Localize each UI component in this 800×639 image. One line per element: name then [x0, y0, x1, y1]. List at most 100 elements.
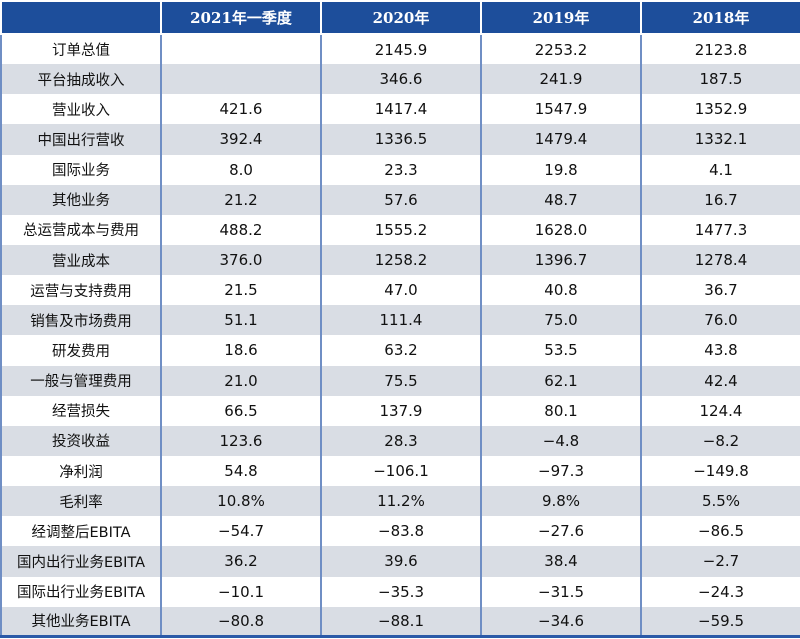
value-cell: −35.3 — [320, 576, 482, 607]
table-row: 营业收入 421.6 1417.4 1547.9 1352.9 — [0, 94, 800, 125]
value-cell: 8.0 — [160, 154, 322, 185]
value-cell: 23.3 — [320, 154, 482, 185]
value-cell — [160, 64, 322, 95]
table-row: 平台抽成收入 346.6 241.9 187.5 — [0, 64, 800, 95]
value-cell: −31.5 — [480, 576, 642, 607]
table-row: 国际出行业务EBITA −10.1 −35.3 −31.5 −24.3 — [0, 576, 800, 607]
value-cell: 1479.4 — [480, 124, 642, 155]
header-cell-2020: 2020年 — [320, 0, 482, 35]
value-cell: 62.1 — [480, 365, 642, 396]
value-cell: 1352.9 — [640, 94, 800, 125]
table-row: 经营损失 66.5 137.9 80.1 124.4 — [0, 395, 800, 426]
value-cell: −2.7 — [640, 546, 800, 577]
value-cell: 76.0 — [640, 305, 800, 336]
header-row: 2021年一季度 2020年 2019年 2018年 — [0, 0, 800, 35]
value-cell: 10.8% — [160, 486, 322, 517]
table-row: 一般与管理费用 21.0 75.5 62.1 42.4 — [0, 365, 800, 396]
value-cell: −24.3 — [640, 576, 800, 607]
value-cell: 2253.2 — [480, 34, 642, 65]
value-cell: 1336.5 — [320, 124, 482, 155]
value-cell: 2123.8 — [640, 34, 800, 65]
table-row: 研发费用 18.6 63.2 53.5 43.8 — [0, 335, 800, 366]
row-label: 国际业务 — [0, 154, 162, 185]
value-cell: 19.8 — [480, 154, 642, 185]
value-cell: 57.6 — [320, 184, 482, 215]
row-label: 运营与支持费用 — [0, 275, 162, 306]
value-cell: 137.9 — [320, 395, 482, 426]
table-row: 其他业务EBITA −80.8 −88.1 −34.6 −59.5 — [0, 606, 800, 639]
value-cell: 1417.4 — [320, 94, 482, 125]
value-cell: 1555.2 — [320, 214, 482, 245]
value-cell: 124.4 — [640, 395, 800, 426]
value-cell: −86.5 — [640, 516, 800, 547]
value-cell: 1332.1 — [640, 124, 800, 155]
row-label: 毛利率 — [0, 486, 162, 517]
value-cell: 488.2 — [160, 214, 322, 245]
value-cell: 36.2 — [160, 546, 322, 577]
value-cell: 2145.9 — [320, 34, 482, 65]
value-cell: −10.1 — [160, 576, 322, 607]
table-row: 毛利率 10.8% 11.2% 9.8% 5.5% — [0, 486, 800, 517]
table-row: 营业成本 376.0 1258.2 1396.7 1278.4 — [0, 244, 800, 276]
row-label: 营业收入 — [0, 94, 162, 125]
header-cell-label — [0, 0, 162, 35]
header-cell-2021q1: 2021年一季度 — [160, 0, 322, 35]
value-cell: −8.2 — [640, 425, 800, 456]
value-cell: 392.4 — [160, 124, 322, 155]
value-cell: 376.0 — [160, 244, 322, 276]
value-cell: 1628.0 — [480, 214, 642, 245]
value-cell: −59.5 — [640, 606, 800, 639]
row-label: 订单总值 — [0, 34, 162, 65]
table-body: 订单总值 2145.9 2253.2 2123.8 平台抽成收入 346.6 241.9 18… — [0, 34, 800, 639]
row-label: 销售及市场费用 — [0, 305, 162, 336]
table-row: 总运营成本与费用 488.2 1555.2 1628.0 1477.3 — [0, 214, 800, 245]
table-row: 运营与支持费用 21.5 47.0 40.8 36.7 — [0, 275, 800, 306]
value-cell: 18.6 — [160, 335, 322, 366]
value-cell: 39.6 — [320, 546, 482, 577]
value-cell: 346.6 — [320, 64, 482, 95]
value-cell: 1396.7 — [480, 244, 642, 276]
value-cell: −97.3 — [480, 455, 642, 487]
value-cell: 54.8 — [160, 455, 322, 487]
table-row: 净利润 54.8 −106.1 −97.3 −149.8 — [0, 455, 800, 487]
value-cell: 53.5 — [480, 335, 642, 366]
value-cell: 1278.4 — [640, 244, 800, 276]
value-cell: 43.8 — [640, 335, 800, 366]
row-label: 平台抽成收入 — [0, 64, 162, 95]
value-cell: −88.1 — [320, 606, 482, 639]
value-cell: 123.6 — [160, 425, 322, 456]
value-cell: 38.4 — [480, 546, 642, 577]
table-row: 投资收益 123.6 28.3 −4.8 −8.2 — [0, 425, 800, 456]
table-header: 2021年一季度 2020年 2019年 2018年 — [0, 0, 800, 35]
value-cell: 9.8% — [480, 486, 642, 517]
value-cell: 421.6 — [160, 94, 322, 125]
value-cell: 5.5% — [640, 486, 800, 517]
value-cell: 51.1 — [160, 305, 322, 336]
table-row: 中国出行营收 392.4 1336.5 1479.4 1332.1 — [0, 124, 800, 155]
value-cell: 36.7 — [640, 275, 800, 306]
value-cell: −83.8 — [320, 516, 482, 547]
table-row: 国内出行业务EBITA 36.2 39.6 38.4 −2.7 — [0, 546, 800, 577]
value-cell: 63.2 — [320, 335, 482, 366]
value-cell: 111.4 — [320, 305, 482, 336]
value-cell: 40.8 — [480, 275, 642, 306]
value-cell: −80.8 — [160, 606, 322, 639]
table-row: 订单总值 2145.9 2253.2 2123.8 — [0, 34, 800, 65]
row-label: 净利润 — [0, 455, 162, 487]
row-label: 营业成本 — [0, 244, 162, 276]
value-cell: 80.1 — [480, 395, 642, 426]
value-cell: 16.7 — [640, 184, 800, 215]
value-cell: 241.9 — [480, 64, 642, 95]
value-cell: 28.3 — [320, 425, 482, 456]
table-row: 国际业务 8.0 23.3 19.8 4.1 — [0, 154, 800, 185]
header-cell-2018: 2018年 — [640, 0, 800, 35]
value-cell: 48.7 — [480, 184, 642, 215]
value-cell: −54.7 — [160, 516, 322, 547]
row-label: 经营损失 — [0, 395, 162, 426]
value-cell: −4.8 — [480, 425, 642, 456]
value-cell: −106.1 — [320, 455, 482, 487]
row-label: 一般与管理费用 — [0, 365, 162, 396]
row-label: 经调整后EBITA — [0, 516, 162, 547]
row-label: 国际出行业务EBITA — [0, 576, 162, 607]
